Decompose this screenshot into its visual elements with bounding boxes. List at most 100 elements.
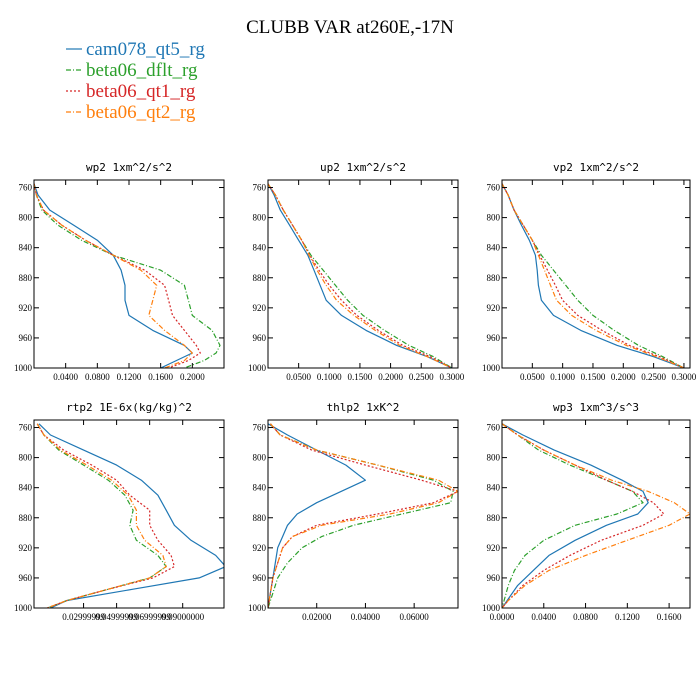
y-tick-label: 760	[253, 423, 267, 433]
legend-label: beta06_qt1_rg	[86, 81, 196, 102]
series-line	[34, 183, 201, 368]
series-group	[268, 183, 453, 368]
x-tick-label: 0.1000	[550, 372, 575, 382]
y-tick-label: 760	[487, 183, 501, 193]
y-tick-label: 960	[19, 573, 33, 583]
plot-frame	[267, 419, 459, 609]
x-tick-label: 0.02000	[302, 612, 332, 622]
series-line	[268, 183, 453, 368]
y-tick-label: 880	[19, 273, 33, 283]
series-line	[502, 423, 644, 608]
y-tick-label: 920	[253, 543, 267, 553]
series-group	[502, 423, 690, 608]
series-line	[502, 183, 685, 368]
x-tick-label: 0.04999999	[95, 612, 138, 622]
y-tick-label: 760	[19, 423, 33, 433]
y-tick-label: 960	[253, 333, 267, 343]
series-group	[268, 423, 458, 608]
series-line	[36, 423, 175, 608]
legend-label: cam078_qt5_rg	[86, 39, 205, 60]
y-tick-label: 1000	[248, 363, 267, 373]
series-line	[268, 183, 453, 368]
x-tick-label: 0.2500	[409, 372, 434, 382]
series-line	[268, 183, 453, 368]
chart-panel: wp3 1xm^3/s^3 760 800 840 880 920 960 10000.000…	[482, 401, 691, 622]
series-line	[38, 423, 224, 608]
chart-panel: wp2 1xm^2/s^2 760 800 840 880 920 960 1000 0.040…	[14, 161, 225, 382]
legend-label: beta06_dflt_rg	[86, 60, 198, 81]
y-tick-label: 960	[253, 573, 267, 583]
series-group	[36, 423, 224, 608]
chart-panel: up2 1xm^2/s^2 760 800 840 880 920 960 1000 0.050…	[248, 161, 465, 382]
y-tick-label: 760	[19, 183, 33, 193]
panel-title: wp3 1xm^3/s^3	[553, 401, 639, 414]
y-tick-label: 840	[19, 243, 33, 253]
y-tick-label: 1000	[248, 603, 267, 613]
panel-title: vp2 1xm^2/s^2	[553, 161, 639, 174]
x-tick-label: 0.0400	[53, 372, 78, 382]
series-line	[268, 423, 458, 608]
y-tick-label: 920	[19, 543, 33, 553]
series-line	[502, 183, 685, 368]
x-tick-label: 0.1500	[581, 372, 606, 382]
y-tick-label: 800	[19, 453, 33, 463]
y-tick-label: 880	[19, 513, 33, 523]
y-tick-label: 760	[253, 183, 267, 193]
y-tick-label: 880	[253, 273, 267, 283]
x-tick-label: 0.0500	[520, 372, 545, 382]
series-line	[268, 423, 366, 608]
series-group	[34, 183, 221, 368]
y-tick-label: 840	[253, 483, 267, 493]
y-tick-label: 920	[253, 303, 267, 313]
series-line	[502, 183, 685, 368]
y-tick-label: 1000	[14, 363, 33, 373]
x-tick-label: 0.3000	[439, 372, 464, 382]
series-line	[34, 183, 193, 368]
plot-frame	[501, 179, 691, 369]
plot-frame	[267, 179, 459, 369]
x-tick-label: 0.1600	[148, 372, 173, 382]
x-tick-label: 0.0800	[573, 612, 598, 622]
y-tick-label: 880	[253, 513, 267, 523]
series-line	[502, 423, 690, 608]
x-tick-label: 0.0400	[531, 612, 556, 622]
figure-title: CLUBB VAR at260E,-17N	[246, 17, 454, 38]
y-tick-label: 840	[19, 483, 33, 493]
x-tick-label: 0.1600	[657, 612, 682, 622]
y-tick-label: 840	[253, 243, 267, 253]
series-line	[502, 423, 665, 608]
y-tick-label: 840	[487, 243, 501, 253]
chart-panel: thlp2 1xK^2 760 800 840 880 920 960 1000 0.02000…	[248, 401, 459, 622]
x-tick-label: 0.1200	[117, 372, 142, 382]
y-tick-label: 920	[487, 543, 501, 553]
y-tick-label: 800	[253, 213, 267, 223]
y-tick-label: 840	[487, 483, 501, 493]
x-tick-label: 0.2000	[611, 372, 636, 382]
series-line	[36, 423, 167, 608]
x-tick-label: 0.0800	[85, 372, 110, 382]
y-tick-label: 880	[487, 273, 501, 283]
chart-panel: vp2 1xm^2/s^2 760 800 840 880 920 960 1000 0.050…	[482, 161, 697, 382]
panels: wp2 1xm^2/s^2 760 800 840 880 920 960 1000 0.040…	[14, 161, 697, 622]
x-tick-label: 0.1200	[615, 612, 640, 622]
y-tick-label: 800	[487, 213, 501, 223]
series-group	[502, 183, 685, 368]
x-tick-label: 0.2500	[641, 372, 666, 382]
series-line	[268, 423, 458, 608]
plot-frame	[33, 179, 225, 369]
x-tick-label: 0.09000000	[161, 612, 204, 622]
y-tick-label: 960	[487, 573, 501, 583]
x-tick-label: 0.1000	[317, 372, 342, 382]
y-tick-label: 1000	[482, 603, 501, 613]
y-tick-label: 800	[19, 213, 33, 223]
legend-label: beta06_qt2_rg	[86, 102, 196, 123]
x-tick-label: 0.04000	[351, 612, 381, 622]
y-tick-label: 800	[487, 453, 501, 463]
series-line	[36, 423, 167, 608]
x-tick-label: 0.3000	[672, 372, 697, 382]
y-tick-label: 960	[19, 333, 33, 343]
y-tick-label: 760	[487, 423, 501, 433]
x-tick-label: 0.1500	[348, 372, 373, 382]
panel-title: up2 1xm^2/s^2	[320, 161, 406, 174]
legend-entry: beta06_dflt_rg	[66, 60, 198, 81]
